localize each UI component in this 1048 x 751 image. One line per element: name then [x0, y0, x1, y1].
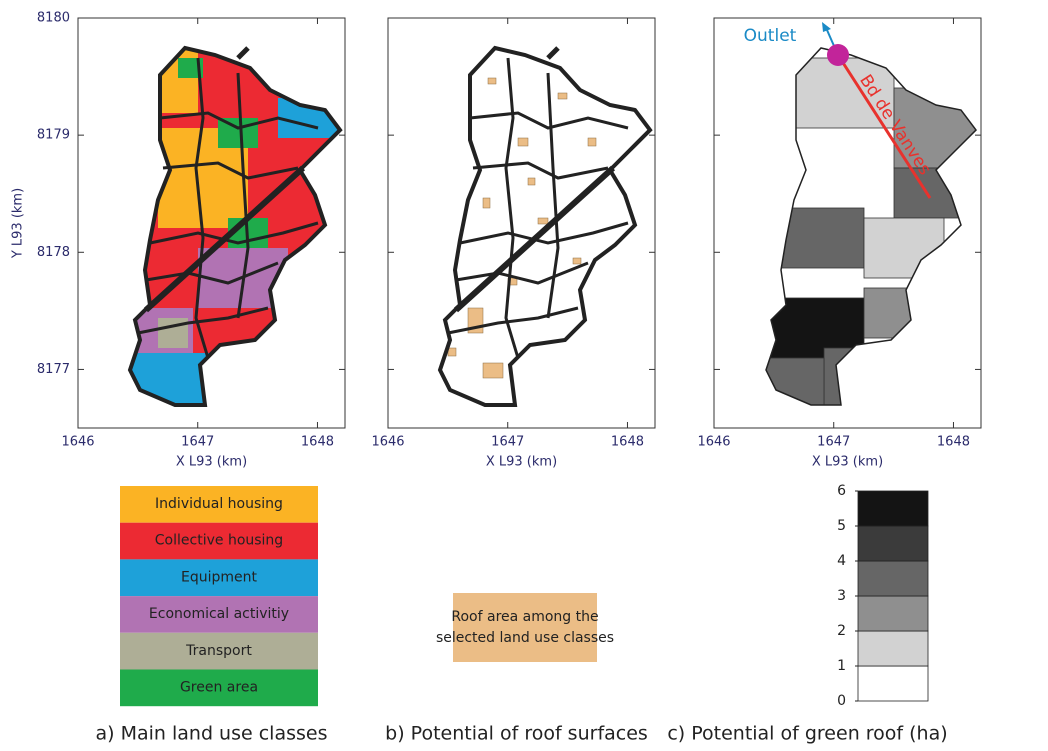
colorbar-tick-label: 1	[837, 658, 846, 674]
x-tick-label: 1646	[697, 435, 730, 450]
colorbar-tick-label: 5	[837, 518, 846, 534]
y-tick-label: 8180	[37, 11, 70, 26]
y-axis-label: Y L93 (km)	[11, 188, 26, 259]
legend-swatch	[120, 522, 318, 560]
legend-label: Equipment	[181, 569, 258, 585]
panel-caption: c) Potential of green roof (ha)	[667, 723, 947, 745]
colorbar-tick-label: 6	[837, 483, 846, 499]
plot-frame	[713, 17, 982, 429]
colorbar-cell	[857, 665, 929, 702]
arrow-head	[822, 22, 831, 32]
legend-swatch	[120, 669, 318, 707]
outlet-point	[827, 44, 849, 66]
x-tick-label: 1646	[61, 435, 94, 450]
roof-legend-box	[453, 593, 597, 662]
outlet-label: Outlet	[744, 26, 797, 46]
y-tick-label: 8179	[37, 128, 70, 143]
roof-legend-label: Roof area among the	[451, 609, 598, 625]
colorbar-cell	[857, 490, 929, 527]
colorbar-cell	[857, 595, 929, 632]
legend-swatch	[120, 632, 318, 670]
colorbar-tick-label: 4	[837, 553, 846, 569]
legend-swatch	[120, 486, 318, 523]
roof-legend-label: selected land use classes	[436, 630, 614, 646]
x-axis-label: X L93 (km)	[176, 455, 247, 470]
legend-label: Transport	[185, 643, 252, 659]
legend-swatch	[120, 596, 318, 633]
y-tick-label: 8178	[37, 245, 70, 260]
plot-frame	[77, 17, 346, 429]
legend-label: Green area	[180, 680, 258, 696]
street	[836, 54, 932, 199]
x-tick-label: 1647	[491, 435, 524, 450]
legend-label: Collective housing	[155, 533, 283, 549]
legend-label: Economical activitiy	[149, 606, 289, 622]
colorbar-tick-label: 3	[837, 588, 846, 604]
x-tick-label: 1647	[817, 435, 850, 450]
x-tick-label: 1646	[371, 435, 404, 450]
x-tick-label: 1648	[937, 435, 970, 450]
legend-label: Individual housing	[155, 496, 283, 512]
roof-map	[438, 48, 652, 407]
panel-caption: a) Main land use classes	[96, 723, 328, 745]
y-tick-label: 8177	[37, 362, 70, 377]
x-axis-label: X L93 (km)	[486, 455, 557, 470]
colorbar-tick-label: 2	[837, 623, 846, 639]
colorbar-tick-label: 0	[837, 693, 846, 709]
land-use-map	[128, 43, 342, 407]
colorbar-cell	[857, 525, 929, 562]
x-tick-label: 1647	[181, 435, 214, 450]
x-tick-label: 1648	[301, 435, 334, 450]
x-tick-label: 1648	[611, 435, 644, 450]
plot-frame	[387, 17, 656, 429]
panel-caption: b) Potential of roof surfaces	[385, 723, 648, 745]
colorbar-cell	[857, 560, 929, 597]
legend-swatch	[120, 559, 318, 597]
x-axis-label: X L93 (km)	[812, 455, 883, 470]
colorbar-cell	[857, 630, 929, 667]
